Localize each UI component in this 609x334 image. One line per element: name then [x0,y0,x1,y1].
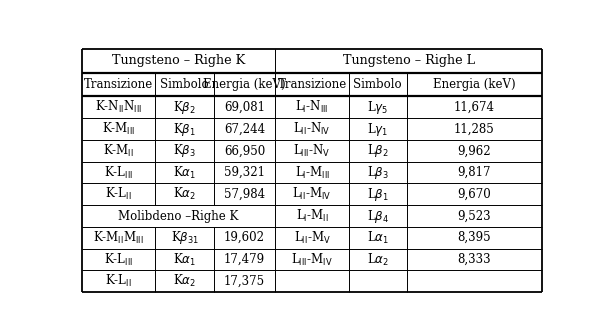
Text: L$\beta_3$: L$\beta_3$ [367,164,389,181]
Text: K$\beta_{31}$: K$\beta_{31}$ [171,229,199,246]
Text: L$\alpha_2$: L$\alpha_2$ [367,252,389,268]
Text: Tungsteno – Righe K: Tungsteno – Righe K [112,54,245,67]
Text: K-L$_{\mathrm{II}}$: K-L$_{\mathrm{II}}$ [105,186,132,202]
Text: Transizione: Transizione [84,78,153,91]
Text: L$\beta_1$: L$\beta_1$ [367,186,389,203]
Text: 8,395: 8,395 [457,231,491,244]
Text: 19,602: 19,602 [224,231,265,244]
Text: K-L$_{\mathrm{III}}$: K-L$_{\mathrm{III}}$ [104,252,133,268]
Text: K$\alpha_1$: K$\alpha_1$ [173,252,196,268]
Text: Simbolo: Simbolo [160,78,209,91]
Text: 9,817: 9,817 [458,166,491,179]
Text: L$_{\mathrm{I}}$-M$_{\mathrm{III}}$: L$_{\mathrm{I}}$-M$_{\mathrm{III}}$ [295,164,329,181]
Text: K$\beta_2$: K$\beta_2$ [174,99,196,116]
Text: K-M$_{\mathrm{II}}$M$_{\mathrm{III}}$: K-M$_{\mathrm{II}}$M$_{\mathrm{III}}$ [93,230,144,246]
Text: L$_{\mathrm{III}}$-N$_{\mathrm{V}}$: L$_{\mathrm{III}}$-N$_{\mathrm{V}}$ [294,143,331,159]
Text: K-M$_{\mathrm{II}}$: K-M$_{\mathrm{II}}$ [103,143,134,159]
Text: 9,523: 9,523 [457,209,491,222]
Text: L$\alpha_1$: L$\alpha_1$ [367,230,389,246]
Text: Energia (keV): Energia (keV) [203,78,286,91]
Text: K-L$_{\mathrm{III}}$: K-L$_{\mathrm{III}}$ [104,164,133,181]
Text: L$\gamma_5$: L$\gamma_5$ [367,99,389,116]
Text: 69,081: 69,081 [224,101,265,114]
Text: L$_{\mathrm{II}}$-M$_{\mathrm{IV}}$: L$_{\mathrm{II}}$-M$_{\mathrm{IV}}$ [292,186,332,202]
Text: K$\alpha_2$: K$\alpha_2$ [173,273,196,289]
Text: Transizione: Transizione [278,78,347,91]
Text: 67,244: 67,244 [224,123,265,136]
Text: 11,674: 11,674 [454,101,495,114]
Text: K$\alpha_1$: K$\alpha_1$ [173,164,196,181]
Text: 17,375: 17,375 [224,275,265,288]
Text: 8,333: 8,333 [457,253,491,266]
Text: L$\beta_2$: L$\beta_2$ [367,142,389,159]
Text: L$_{\mathrm{I}}$-N$_{\mathrm{III}}$: L$_{\mathrm{I}}$-N$_{\mathrm{III}}$ [295,99,329,115]
Text: Molibdeno –Righe K: Molibdeno –Righe K [118,209,239,222]
Text: Tungsteno – Righe L: Tungsteno – Righe L [343,54,475,67]
Text: 66,950: 66,950 [224,144,266,157]
Text: L$_{\mathrm{III}}$-M$_{\mathrm{IV}}$: L$_{\mathrm{III}}$-M$_{\mathrm{IV}}$ [291,252,333,268]
Text: Simbolo: Simbolo [353,78,402,91]
Text: 57,984: 57,984 [224,188,265,201]
Text: K-L$_{\mathrm{II}}$: K-L$_{\mathrm{II}}$ [105,273,132,289]
Text: L$\gamma_1$: L$\gamma_1$ [367,121,389,138]
Text: L$_{\mathrm{II}}$-M$_{\mathrm{V}}$: L$_{\mathrm{II}}$-M$_{\mathrm{V}}$ [294,230,331,246]
Text: K$\beta_1$: K$\beta_1$ [174,121,196,138]
Text: K-N$_{\mathrm{II}}$N$_{\mathrm{III}}$: K-N$_{\mathrm{II}}$N$_{\mathrm{III}}$ [95,99,142,115]
Text: 9,670: 9,670 [457,188,491,201]
Text: Energia (keV): Energia (keV) [433,78,516,91]
Text: L$_{\mathrm{I}}$-M$_{\mathrm{II}}$: L$_{\mathrm{I}}$-M$_{\mathrm{II}}$ [296,208,328,224]
Text: K$\beta_3$: K$\beta_3$ [174,142,196,159]
Text: 11,285: 11,285 [454,123,495,136]
Text: K-M$_{\mathrm{III}}$: K-M$_{\mathrm{III}}$ [102,121,135,137]
Text: L$_{\mathrm{II}}$-N$_{\mathrm{IV}}$: L$_{\mathrm{II}}$-N$_{\mathrm{IV}}$ [294,121,331,137]
Text: 9,962: 9,962 [457,144,491,157]
Text: 17,479: 17,479 [224,253,265,266]
Text: L$\beta_4$: L$\beta_4$ [367,207,389,224]
Text: K$\alpha_2$: K$\alpha_2$ [173,186,196,202]
Text: 59,321: 59,321 [224,166,265,179]
